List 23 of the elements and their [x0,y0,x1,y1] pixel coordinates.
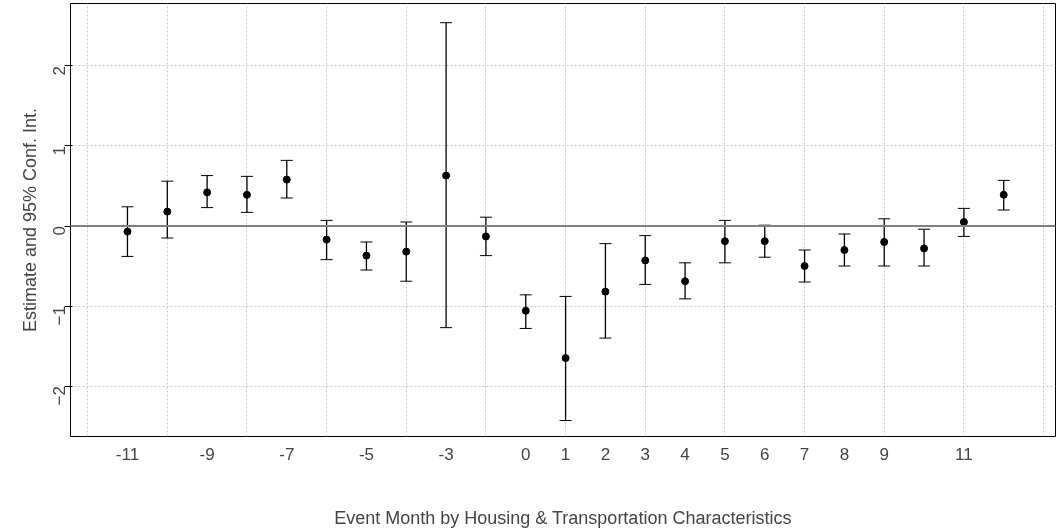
y-tick-label: −1 [50,306,70,326]
x-tick-label: 2 [600,444,611,464]
x-tick-label: 9 [879,444,889,464]
y-tick-label: 1 [50,145,70,156]
x-tick-label: 7 [799,444,810,464]
x-tick-label: -11 [115,444,140,464]
x-axis-title: Event Month by Housing & Transportation Characteristics [334,507,792,528]
y-axis-title: Estimate and 95% Conf. Int. [19,107,40,333]
x-tick-label: -5 [358,444,375,464]
y-tick-label: 2 [50,65,70,76]
x-tick-label: 11 [955,444,973,464]
x-tick-label: 0 [521,444,531,464]
x-tick-label: 5 [720,444,730,464]
x-tick-label: 1 [560,444,571,464]
x-tick-label: -7 [279,444,295,464]
x-tick-label: 3 [640,444,650,464]
y-tick-label: 0 [50,225,70,236]
y-tick-label: −2 [50,386,70,406]
x-tick-label: 8 [839,444,850,464]
x-tick-label: -3 [438,444,454,464]
x-tick-label: -9 [199,444,215,464]
x-tick-label: 6 [760,444,770,464]
x-tick-label: 4 [680,444,690,464]
